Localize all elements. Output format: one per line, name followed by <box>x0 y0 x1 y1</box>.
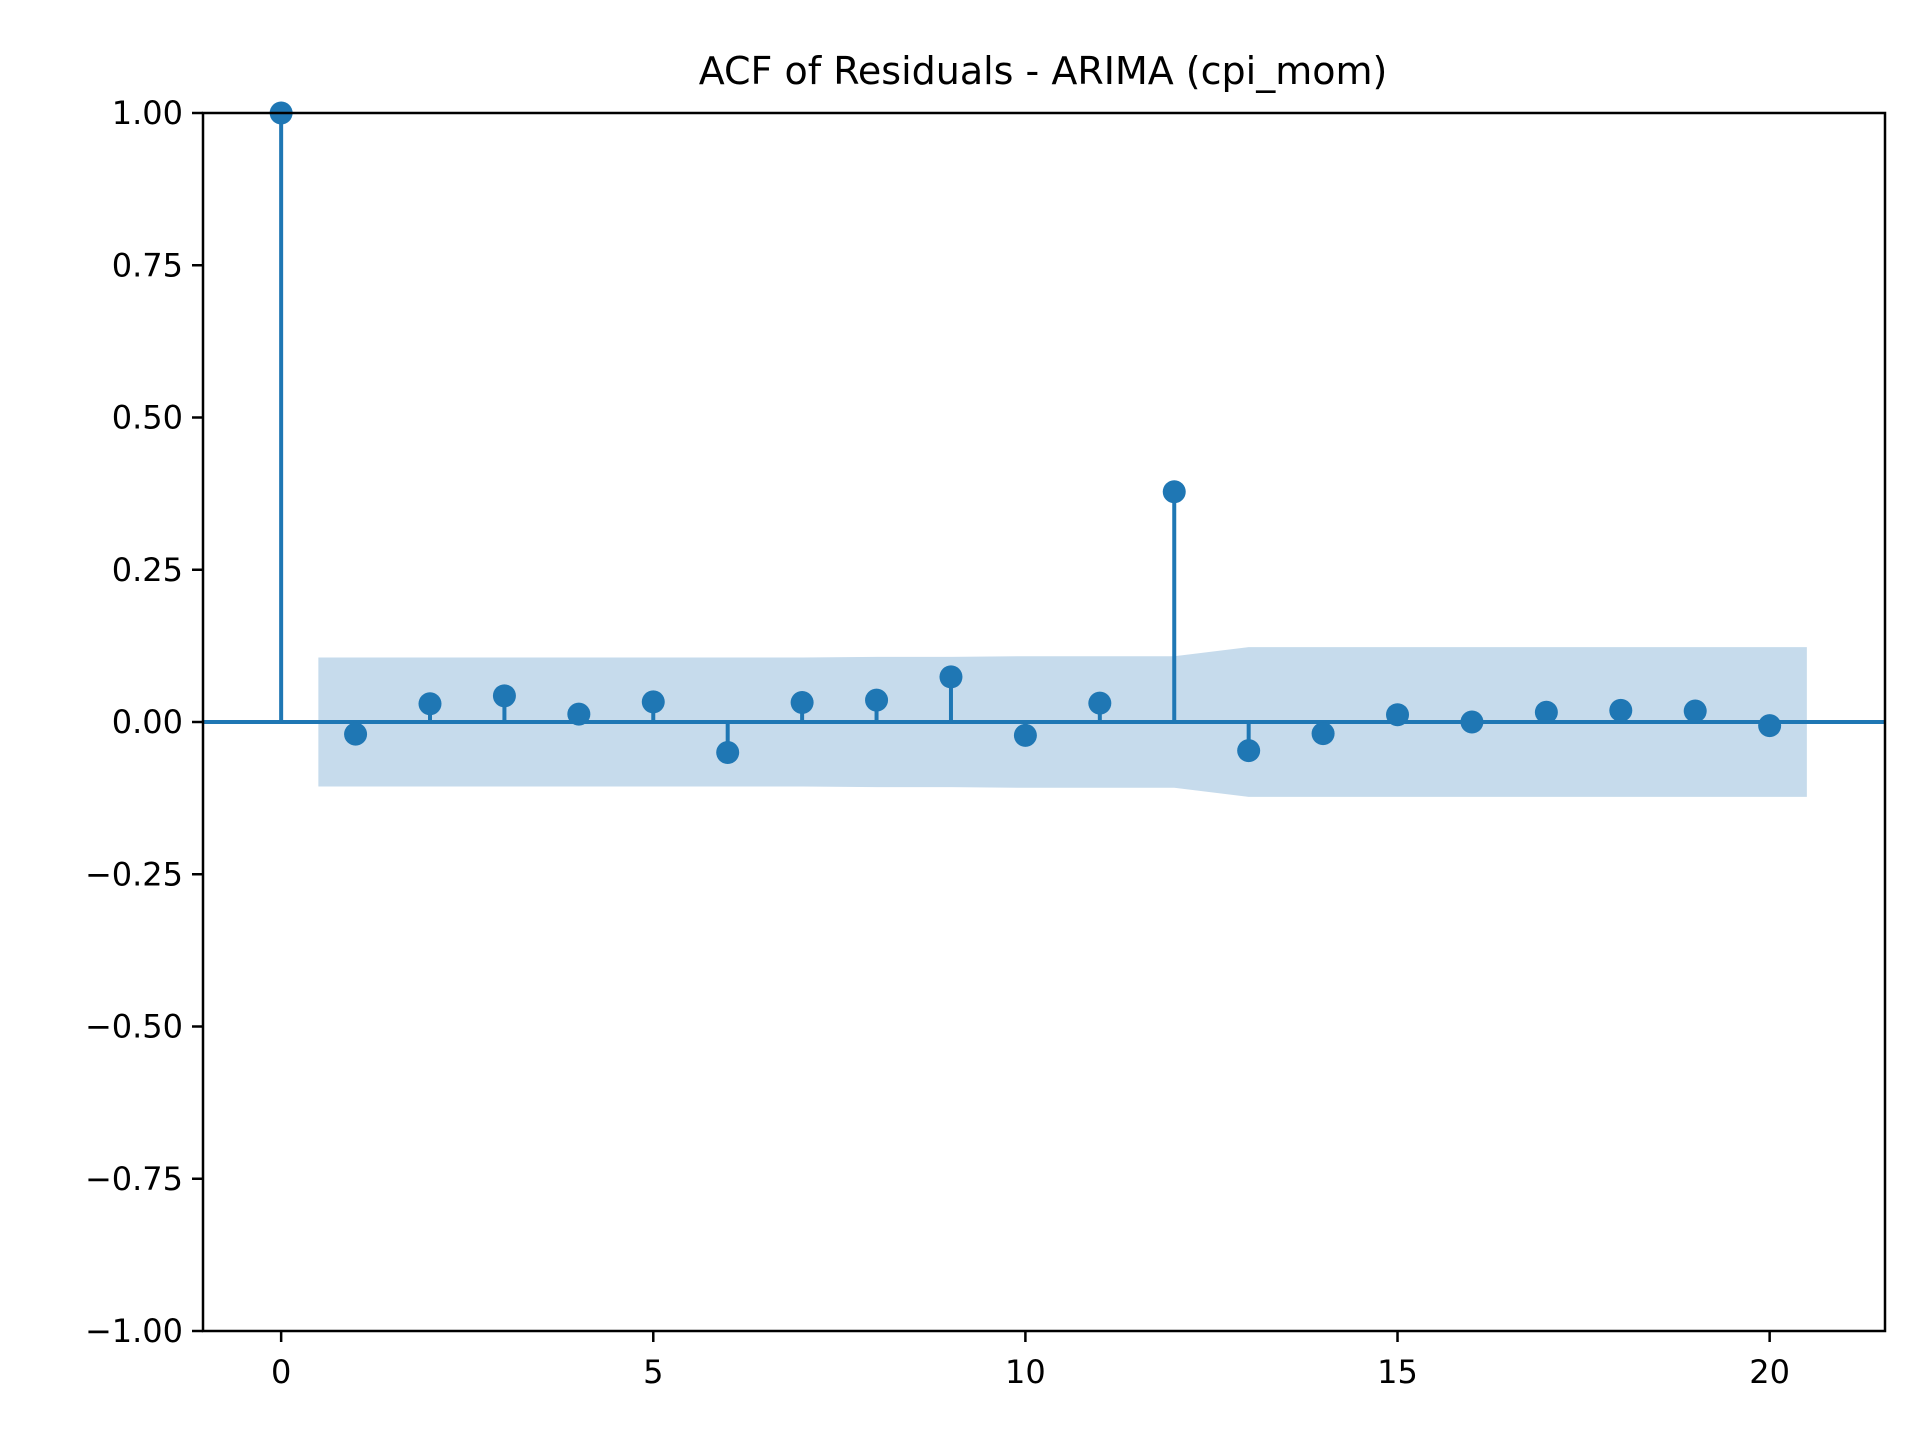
acf-point-lag-17 <box>1534 700 1558 724</box>
acf-point-lag-14 <box>1311 722 1335 746</box>
y-tick-label-8: −1.00 <box>85 1312 183 1350</box>
plot-area <box>203 101 1885 797</box>
x-tick-label-10: 10 <box>1005 1353 1046 1391</box>
acf-point-lag-20 <box>1758 714 1782 738</box>
acf-point-lag-15 <box>1386 703 1410 727</box>
y-tick-label-3: 0.25 <box>112 551 183 589</box>
acf-point-lag-7 <box>790 691 814 715</box>
acf-point-lag-11 <box>1088 691 1112 715</box>
acf-point-lag-5 <box>641 690 665 714</box>
marker-layer <box>269 101 1782 764</box>
acf-point-lag-19 <box>1683 699 1707 723</box>
acf-point-lag-10 <box>1013 723 1037 747</box>
y-tick-label-7: −0.75 <box>85 1160 183 1198</box>
acf-point-lag-3 <box>492 684 516 708</box>
chart-title: ACF of Residuals - ARIMA (cpi_mom) <box>699 49 1388 93</box>
y-tick-label-5: −0.25 <box>85 855 183 893</box>
acf-point-lag-1 <box>344 722 368 746</box>
y-tick-label-1: 0.75 <box>112 246 183 284</box>
x-axis: 0 5 10 15 20 <box>271 1331 1790 1391</box>
acf-point-lag-8 <box>865 688 889 712</box>
acf-point-lag-9 <box>939 665 963 689</box>
acf-point-lag-2 <box>418 692 442 716</box>
y-axis: 1.00 0.75 0.50 0.25 0.00 −0.25 −0.50 −0.75 −1.00 <box>85 94 203 1350</box>
x-tick-label-5: 5 <box>643 1353 663 1391</box>
y-tick-label-0: 1.00 <box>112 94 183 132</box>
x-tick-label-20: 20 <box>1749 1353 1790 1391</box>
acf-point-lag-4 <box>567 702 591 726</box>
acf-point-lag-6 <box>716 740 740 764</box>
x-tick-label-0: 0 <box>271 1353 291 1391</box>
acf-point-lag-13 <box>1237 739 1261 763</box>
y-tick-label-2: 0.50 <box>112 399 183 437</box>
acf-point-lag-16 <box>1460 710 1484 734</box>
y-tick-label-4: 0.00 <box>112 703 183 741</box>
x-tick-label-15: 15 <box>1377 1353 1418 1391</box>
acf-point-lag-18 <box>1609 698 1633 722</box>
acf-point-lag-12 <box>1162 480 1186 504</box>
y-tick-label-6: −0.50 <box>85 1008 183 1046</box>
